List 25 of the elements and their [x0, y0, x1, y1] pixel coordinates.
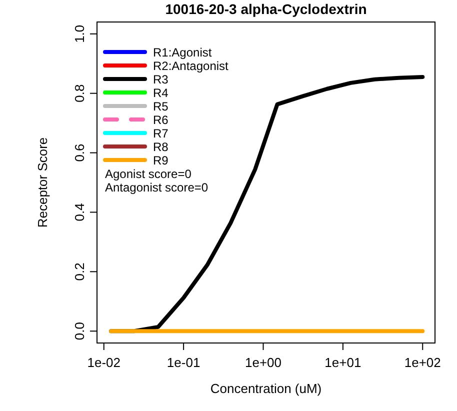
- legend-label: R8: [153, 140, 169, 154]
- y-tick-label: 0.8: [72, 84, 87, 102]
- x-tick-label: 1e+01: [324, 355, 362, 370]
- legend-label: R9: [153, 154, 169, 168]
- y-tick-label: 1.0: [72, 24, 87, 43]
- legend-label: R5: [153, 100, 169, 114]
- x-tick-label: 1e-01: [166, 355, 200, 370]
- legend-label: R6: [153, 113, 169, 127]
- legend-label: R1:Agonist: [153, 46, 212, 60]
- y-tick-label: 0.6: [72, 144, 87, 162]
- legend-label: R2:Antagonist: [153, 59, 230, 73]
- y-axis-title: Receptor Score: [35, 137, 50, 228]
- legend-label: R4: [153, 86, 169, 100]
- annotation: Agonist score=0: [105, 167, 192, 181]
- x-axis-title: Concentration (uM): [210, 381, 322, 396]
- y-tick-label: 0.0: [72, 322, 87, 340]
- annotation: Antagonist score=0: [105, 180, 208, 194]
- y-tick-label: 0.4: [72, 203, 87, 222]
- x-tick-label: 1e-02: [87, 355, 120, 370]
- x-tick-label: 1e+00: [244, 355, 282, 370]
- legend-label: R7: [153, 126, 169, 140]
- y-tick-label: 0.2: [72, 262, 87, 281]
- legend-label: R3: [153, 72, 169, 86]
- x-tick-label: 1e+02: [404, 355, 441, 370]
- chart-title: 10016-20-3 alpha-Cyclodextrin: [165, 1, 367, 17]
